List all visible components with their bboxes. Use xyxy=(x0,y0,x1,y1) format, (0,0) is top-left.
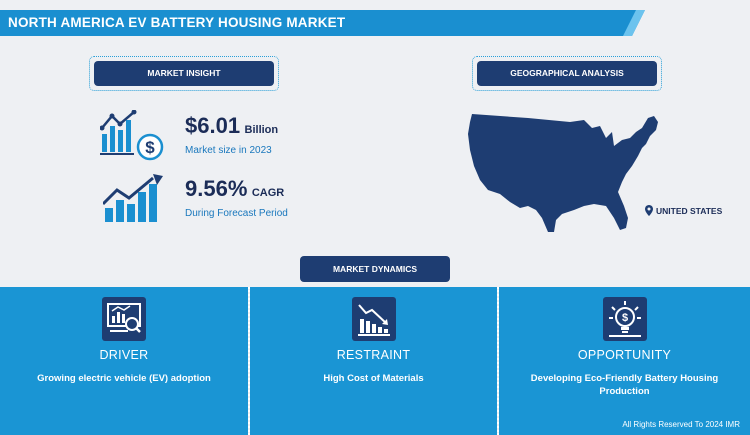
money-chart-icon: $ xyxy=(100,110,164,161)
geo-analysis-outline xyxy=(472,56,662,91)
cagr-value: 9.56% xyxy=(185,176,248,201)
opportunity-title: OPPORTUNITY xyxy=(577,348,672,362)
idea-icon: $ xyxy=(608,301,641,337)
svg-text:$: $ xyxy=(145,138,155,157)
market-insight-label: MARKET INSIGHT xyxy=(94,61,274,86)
panel-divider xyxy=(497,287,499,435)
restraint-icon-box xyxy=(351,297,396,341)
growth-chart-icon xyxy=(103,174,163,222)
region-name: UNITED STATES xyxy=(656,205,723,216)
decline-chart-icon xyxy=(357,304,390,336)
restraint-panel: RESTRAINT High Cost of Materials xyxy=(250,287,497,435)
driver-title: DRIVER xyxy=(99,348,149,362)
market-size-unit: Billion xyxy=(244,124,279,136)
pin-icon xyxy=(645,205,653,216)
market-size-caption: Market size in 2023 xyxy=(185,145,272,156)
banner-shape xyxy=(0,10,645,36)
region-label: UNITED STATES xyxy=(645,205,722,216)
market-dynamics-label: MARKET DYNAMICS xyxy=(300,256,450,282)
cagr-unit: CAGR xyxy=(251,187,285,199)
header-banner: NORTH AMERICA EV BATTERY HOUSING MARKET xyxy=(0,10,645,36)
analytics-icon xyxy=(107,303,141,333)
svg-text:$: $ xyxy=(621,312,627,324)
usa-map-icon xyxy=(468,114,658,232)
opportunity-icon-box: $ xyxy=(602,297,647,341)
driver-description: Growing electric vehicle (EV) adoption xyxy=(37,373,211,384)
restraint-title: RESTRAINT xyxy=(336,348,411,362)
driver-icon-box xyxy=(102,297,146,341)
market-dynamics-section: DRIVER Growing electric vehicle (EV) ado… xyxy=(0,287,750,435)
driver-panel: DRIVER Growing electric vehicle (EV) ado… xyxy=(0,287,248,435)
cagr-value-line: 9.56% CAGR xyxy=(185,176,284,202)
page-title: NORTH AMERICA EV BATTERY HOUSING MARKET xyxy=(8,15,346,30)
copyright-text: All Rights Reserved To 2024 IMR xyxy=(622,420,740,429)
market-insight-outline xyxy=(89,56,279,91)
geo-analysis-label: GEOGRAPHICAL ANALYSIS xyxy=(477,61,657,86)
opportunity-panel: $ OPPORTUNITY Developing Eco-Friendly Ba… xyxy=(499,287,750,435)
market-size-value-line: $6.01 Billion xyxy=(185,113,278,139)
panel-divider xyxy=(248,287,250,435)
opportunity-description: Developing Eco-Friendly Battery Housing … xyxy=(530,373,719,397)
cagr-caption: During Forecast Period xyxy=(185,208,288,219)
market-size-value: $6.01 xyxy=(185,113,241,138)
restraint-description: High Cost of Materials xyxy=(323,373,424,384)
